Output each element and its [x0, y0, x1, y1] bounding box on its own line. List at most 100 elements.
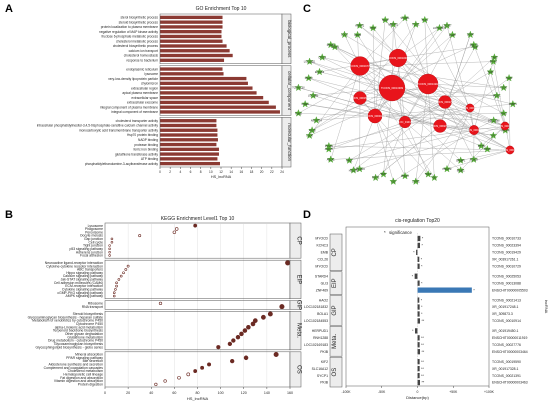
significance-star: *: [412, 329, 414, 333]
target-gene-label: FASN: [484, 148, 491, 151]
significance-star: *: [421, 264, 423, 268]
go-term-label: Hsp70 protein binding: [127, 133, 158, 137]
kegg-point: [108, 247, 111, 251]
target-gene-label: SREBF1: [456, 160, 466, 163]
target-gene-label: PPARD: [470, 44, 478, 47]
cis-bar: [417, 335, 420, 341]
target-gene-label: ELOVL6: [315, 71, 325, 74]
go-bar: [160, 157, 218, 161]
significance-star: **: [421, 360, 424, 364]
cis-group-label: EIP: [332, 278, 338, 288]
target-gene-label: SLC8A1: [401, 17, 411, 20]
target-gene-node: [294, 83, 303, 91]
lncrna-hub-node: [465, 103, 475, 113]
target-gene-node: [379, 170, 388, 178]
kegg-point: [227, 341, 233, 346]
x-tick-label: 160: [287, 391, 293, 395]
network-edge: [359, 61, 494, 67]
target-gene-label: LOC107: [443, 25, 453, 28]
lncrna-label: TCONS_00010729: [492, 264, 521, 268]
kegg-pathway-label: Oocyte meiosis: [80, 234, 103, 238]
lncrna-hub-label: TCONS_00013399: [381, 86, 404, 90]
x-tick-label: 100: [218, 391, 224, 395]
kegg-pathway-label: Glutathione metabolism: [67, 335, 103, 339]
x-tick-label: -100K: [341, 390, 351, 394]
go-bar: [160, 58, 225, 62]
x-tick-label: 0: [159, 170, 161, 174]
gene-label: LOC102169183: [304, 343, 328, 347]
significance-star: *: [421, 312, 423, 316]
go-bar: [160, 161, 220, 166]
target-gene-label: LEPR: [467, 34, 474, 37]
kegg-pathway-label: Steroid biosynthesis: [73, 312, 104, 316]
target-gene-label: TCONS_00: [292, 87, 305, 90]
kegg-pathway-label: PPAR signaling pathway: [66, 356, 103, 360]
kegg-group-strip: [289, 259, 302, 299]
lncrna-hub-label: TCONS_00010047: [499, 148, 522, 152]
kegg-pathway-label: Peroxisome: [85, 230, 103, 234]
cis-bar: [417, 318, 421, 324]
target-gene-node: [326, 40, 335, 49]
panel-c-letter: C: [303, 3, 311, 15]
network-edge: [383, 121, 406, 175]
target-gene-label: LOC12088: [488, 119, 500, 122]
target-gene-label: SCD: [473, 46, 478, 49]
network-edge: [298, 87, 441, 127]
significance-star: *: [421, 298, 423, 302]
kegg-point: [115, 284, 118, 288]
kegg-point: [252, 318, 258, 323]
network-edge: [372, 27, 376, 117]
target-gene-label: APOB: [309, 129, 316, 132]
gene-label: MYOCD: [315, 237, 328, 241]
kegg-point: [250, 321, 256, 327]
go-bar: [160, 34, 222, 39]
gene-label: MYOCD: [315, 264, 328, 268]
go-bar: [160, 25, 223, 29]
target-gene-label: AGPAT2: [355, 25, 365, 28]
go-group-label: molecular_function: [287, 123, 292, 161]
network-edge: [349, 129, 475, 161]
x-tick-label: 24: [280, 170, 284, 174]
target-gene-node: [318, 53, 327, 61]
go-term-label: phosphatidylethanolamine-3-acyltransfera…: [85, 162, 159, 166]
gene-label: BOLA1: [317, 312, 328, 316]
kegg-point: [114, 288, 117, 291]
target-gene-node: [489, 57, 498, 65]
cis-group-label: GIP: [332, 305, 338, 315]
kegg-point: [108, 244, 111, 247]
network-edge: [427, 83, 435, 178]
chart-title: KEGG Enrichment Level1 Top 10: [161, 216, 235, 222]
lncrna-hub-label: TCONS_00008391: [494, 124, 517, 128]
x-tick-label: 10: [209, 170, 213, 174]
network-edge: [404, 17, 429, 85]
network-edge: [359, 24, 416, 99]
cis-group-strip: [329, 295, 343, 326]
go-bar: [160, 81, 248, 86]
lncrna-hub-node: [367, 108, 383, 124]
cis-bar: [414, 273, 418, 279]
kegg-point: [117, 278, 121, 281]
lncrna-hub-label: TCONS_00004434: [364, 114, 387, 118]
kegg-pathway-label: Cytochrome P450: [76, 322, 103, 326]
lncrna-label: TCONS_00019590: [492, 360, 521, 364]
x-tick-label: 60: [172, 391, 176, 395]
go-term-label: protein localization to plasma membrane: [101, 25, 158, 29]
go-term-label: integral component of plasma membrane: [100, 105, 158, 109]
lncrna-hub-label: TCONS_00019018: [463, 128, 486, 132]
x-tick-label: 20: [260, 170, 264, 174]
target-gene-label: LOC5: [341, 34, 348, 37]
target-gene-label: LSS: [391, 181, 396, 184]
gene-label: HERPUD1: [312, 329, 328, 333]
cis-bar: [417, 311, 420, 317]
target-gene-node: [489, 116, 498, 124]
target-gene-label: LOC1083: [308, 95, 319, 98]
target-gene-label: LOC10321: [304, 61, 316, 64]
kegg-pathway-label: Cell cycle: [88, 240, 103, 244]
gene-label: LOC102181832: [304, 305, 328, 309]
target-gene-node: [499, 83, 508, 91]
x-tick-label: 4: [179, 170, 181, 174]
network-edge: [444, 46, 476, 103]
network-edge: [460, 149, 511, 161]
go-bar: [160, 110, 280, 114]
x-tick-label: -50K: [378, 390, 386, 394]
